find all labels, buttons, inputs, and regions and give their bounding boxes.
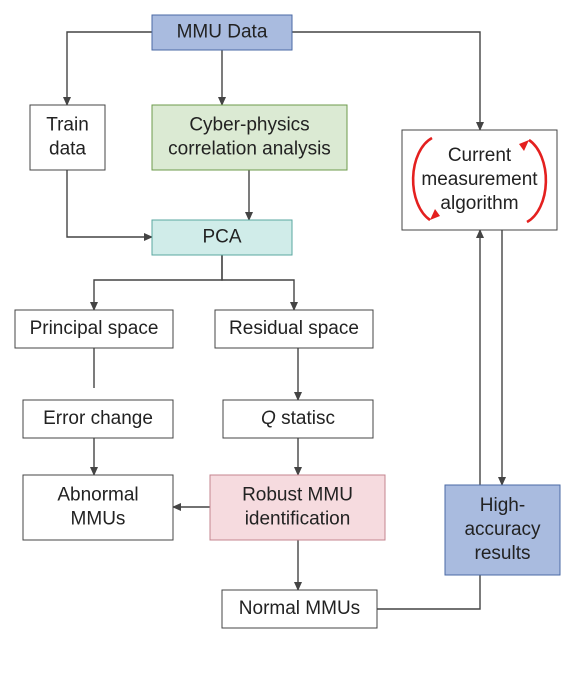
node-label: measurement <box>421 169 538 190</box>
node-mmu-data: MMU Data <box>152 15 292 50</box>
node-abnormal: Abnormal MMUs <box>23 475 173 540</box>
node-label: Train <box>46 115 89 136</box>
node-label: results <box>475 543 531 564</box>
node-label: PCA <box>202 227 241 248</box>
node-label: Residual space <box>229 318 359 339</box>
node-residual-space: Residual space <box>215 310 373 348</box>
node-pca: PCA <box>152 220 292 255</box>
node-label: Principal space <box>30 318 159 339</box>
node-label: MMUs <box>71 509 126 530</box>
node-label: correlation analysis <box>168 139 331 160</box>
node-label: Abnormal <box>57 485 138 506</box>
node-label: data <box>49 139 86 160</box>
node-principal-space: Principal space <box>15 310 173 348</box>
node-robust: Robust MMU identification <box>210 475 385 540</box>
flow-arrow <box>94 255 222 310</box>
node-error-change: Error change <box>23 400 173 438</box>
node-label: Error change <box>43 408 153 429</box>
node-label: High- <box>480 495 525 516</box>
node-high-acc: High-accuracy results <box>445 485 560 575</box>
node-label: identification <box>245 509 351 530</box>
node-label: Normal MMUs <box>239 598 360 619</box>
node-label: Current <box>448 145 512 166</box>
node-label: MMU Data <box>177 22 268 43</box>
node-q-stat: Q statisc <box>223 400 373 438</box>
node-label: algorithm <box>440 193 518 214</box>
node-label: accuracy <box>464 519 541 540</box>
flow-arrow <box>67 170 152 237</box>
node-label: Robust MMU <box>242 485 353 506</box>
flow-arrow <box>67 32 152 105</box>
node-train-data: Train data <box>30 105 105 170</box>
node-cyber-phys: Cyber-physics correlation analysis <box>152 105 347 170</box>
flow-arrow <box>222 255 294 310</box>
node-label: Cyber-physics <box>189 115 309 136</box>
node-normal: Normal MMUs <box>222 590 377 628</box>
node-label: Q statisc <box>261 408 335 429</box>
